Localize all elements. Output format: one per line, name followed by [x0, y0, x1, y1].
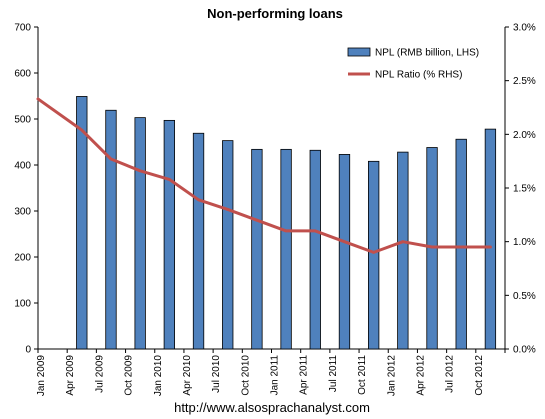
- right-tick-label: 3.0%: [513, 23, 536, 34]
- npl-bar: [338, 154, 351, 350]
- x-tick-label: Oct 2012: [474, 355, 485, 396]
- plot-area: 0 100 200 300 400 500 600 700 0.0% 0.5% 1.0% 1.5% 2.…: [14, 23, 536, 397]
- legend-swatch-npl: [347, 47, 371, 57]
- legend-label-npl: NPL (RMB billion, LHS): [375, 48, 479, 59]
- npl-bar: [484, 128, 497, 350]
- left-tick-label: 300: [14, 207, 31, 218]
- left-tick-label: 200: [14, 253, 31, 264]
- right-tick-label: 0.5%: [513, 291, 536, 302]
- x-tick-label: Jan 2010: [153, 355, 164, 397]
- npl-bar: [397, 151, 409, 350]
- npl-bar: [105, 109, 117, 350]
- x-tick-label: Jan 2011: [270, 355, 281, 396]
- x-tick-label: Apr 2009: [65, 355, 76, 396]
- chart-title: Non-performing loans: [207, 6, 343, 21]
- legend: NPL (RMB billion, LHS) NPL Ratio (% RHS): [347, 47, 479, 81]
- npl-bar: [163, 119, 175, 350]
- x-tick-label: Jul 2010: [211, 355, 222, 393]
- npl-bar: [76, 96, 88, 350]
- x-tick-label: Jul 2009: [94, 355, 105, 393]
- right-tick-label: 2.0%: [513, 130, 536, 141]
- left-tick-label: 600: [14, 69, 31, 80]
- x-tick-label: Oct 2009: [124, 355, 135, 396]
- npl-bar: [368, 160, 380, 350]
- npl-ratio-line: [36, 97, 492, 254]
- npl-bar: [251, 148, 263, 350]
- source-url: http://www.alsosprachanalyst.com: [174, 400, 370, 415]
- x-tick-label: Apr 2011: [299, 355, 310, 395]
- npl-bar: [280, 148, 292, 350]
- npl-bar: [192, 132, 205, 350]
- left-tick-label: 700: [14, 23, 31, 34]
- x-tick-label: Oct 2011: [357, 355, 368, 395]
- left-tick-label: 100: [14, 299, 31, 310]
- x-tick-label: Jul 2012: [445, 355, 456, 393]
- x-tick-label: Apr 2012: [415, 355, 426, 396]
- x-tick-label: Jan 2012: [386, 355, 397, 397]
- legend-label-ratio: NPL Ratio (% RHS): [375, 70, 462, 81]
- npl-bar: [134, 117, 146, 350]
- left-tick-label: 0: [25, 345, 31, 356]
- x-tick-label: Apr 2010: [182, 355, 193, 396]
- right-tick-label: 2.5%: [513, 76, 536, 87]
- x-tick-label: Jul 2011: [328, 355, 339, 393]
- right-tick-label: 0.0%: [513, 345, 536, 356]
- left-tick-label: 400: [14, 161, 31, 172]
- npl-bar: [222, 140, 234, 350]
- right-tick-label: 1.0%: [513, 237, 536, 248]
- x-tick-label: Oct 2010: [240, 355, 251, 396]
- npl-bar: [309, 149, 321, 350]
- x-tick-label: Jan 2009: [36, 355, 47, 397]
- left-tick-label: 500: [14, 115, 31, 126]
- npl-bar: [455, 138, 467, 350]
- right-tick-label: 1.5%: [513, 184, 536, 195]
